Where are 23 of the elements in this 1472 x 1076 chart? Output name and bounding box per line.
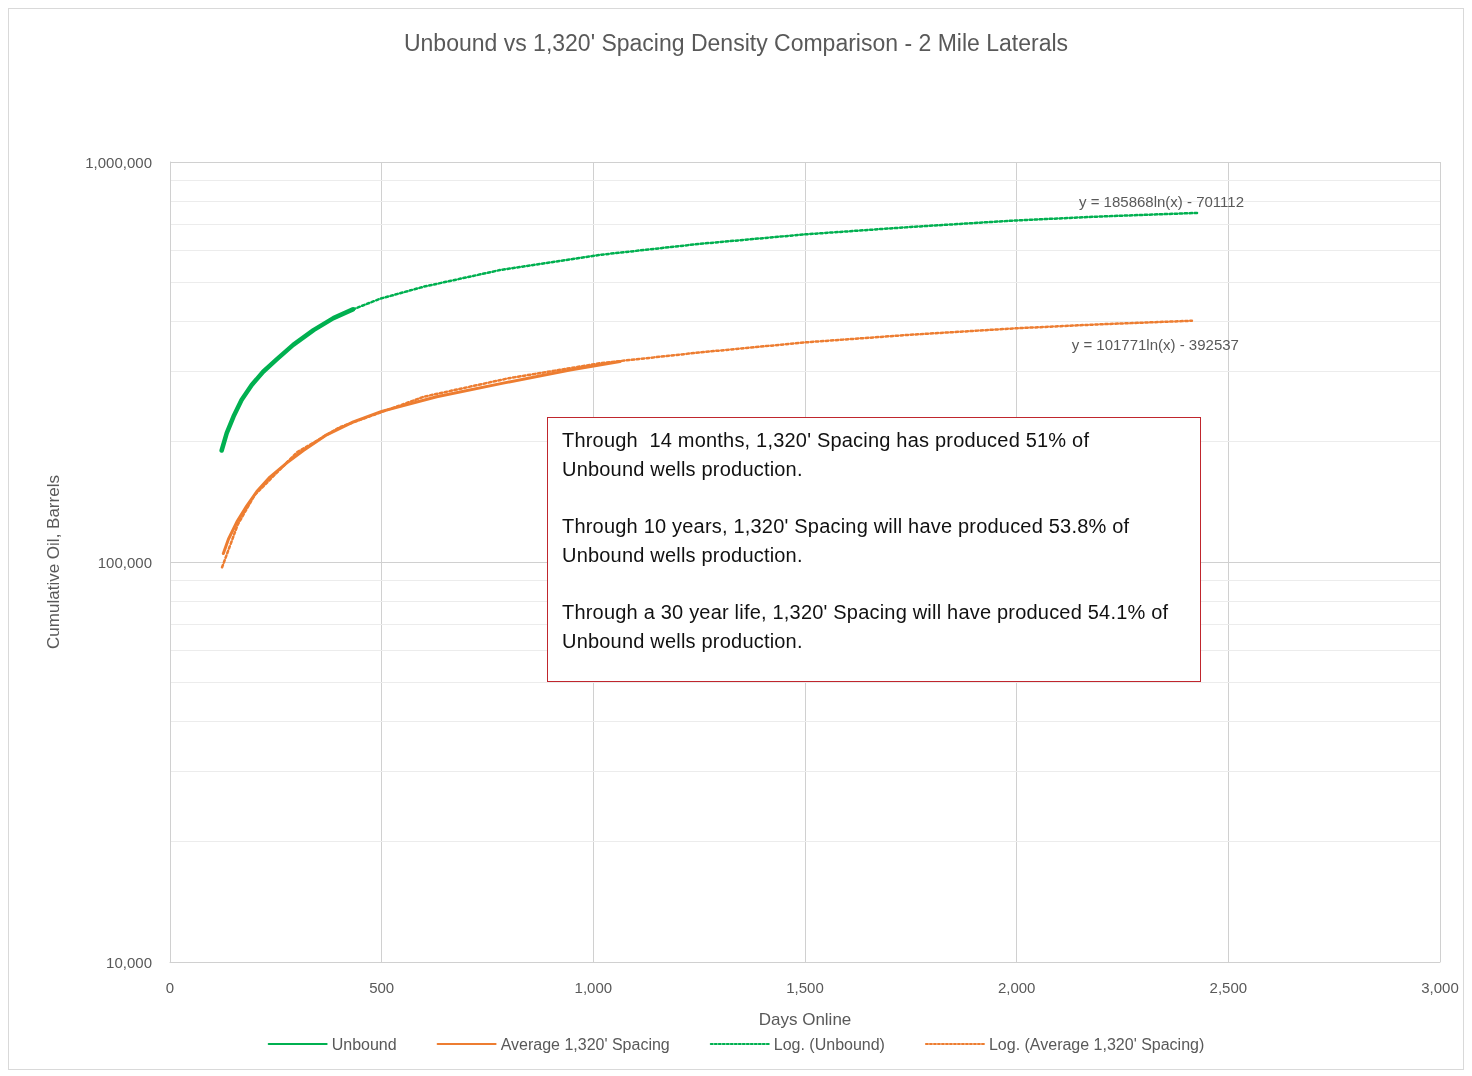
x-tick-label: 2,000 <box>997 979 1036 996</box>
annotation: y = 101771ln(x) - 392537 <box>1071 336 1239 354</box>
legend-label: Unbound <box>331 1035 397 1053</box>
annotation: Through a 30 year life, 1,320' Spacing will have produced 54.1% of Unbound wells production. <box>562 600 1170 654</box>
y-tick-label: 1,000,000 <box>85 153 152 171</box>
x-tick-label: 2,500 <box>1209 979 1248 996</box>
annotation: y = 185868ln(x) - 701112 <box>1079 193 1245 211</box>
x-axis-title: Days Online <box>758 1010 852 1029</box>
annotation: Through 14 months, 1,320' Spacing has produced 51% of Unbound wells production. <box>562 428 1091 482</box>
x-tick-label: 3,000 <box>1421 979 1459 996</box>
x-tick-label: 500 <box>369 979 395 996</box>
legend-label: Log. (Unbound) <box>773 1035 885 1053</box>
y-tick-label: 10,000 <box>106 953 152 971</box>
x-tick-label: 1,000 <box>574 979 613 996</box>
x-tick-label: 0 <box>165 979 175 996</box>
chart-title: Unbound vs 1,320' Spacing Density Comparison - 2 Mile Laterals <box>403 29 1069 56</box>
y-tick-label: 100,000 <box>97 553 152 571</box>
y-axis-title: Cumulative Oil, Barrels <box>44 475 63 649</box>
legend-label: Log. (Average 1,320' Spacing) <box>988 1035 1205 1053</box>
note-box: Through 14 months, 1,320' Spacing has produced 51% of Unbound wells production. Through 10 years, 1,320' Spacing will have produced 53.8% of Unbound wells production. Through a 30 year life, 1,320' Spacing will have produced 54.1% of Unbound wells production. <box>547 417 1201 682</box>
annotation: Through 10 years, 1,320' Spacing will have produced 53.8% of Unbound wells production. <box>562 514 1131 568</box>
legend-label: Average 1,320' Spacing <box>500 1035 670 1053</box>
x-tick-label: 1,500 <box>786 979 824 996</box>
